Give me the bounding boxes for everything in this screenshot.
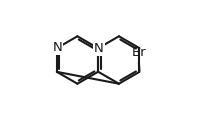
Text: Br: Br (131, 46, 145, 59)
Text: N: N (52, 41, 62, 54)
Text: N: N (94, 42, 103, 55)
